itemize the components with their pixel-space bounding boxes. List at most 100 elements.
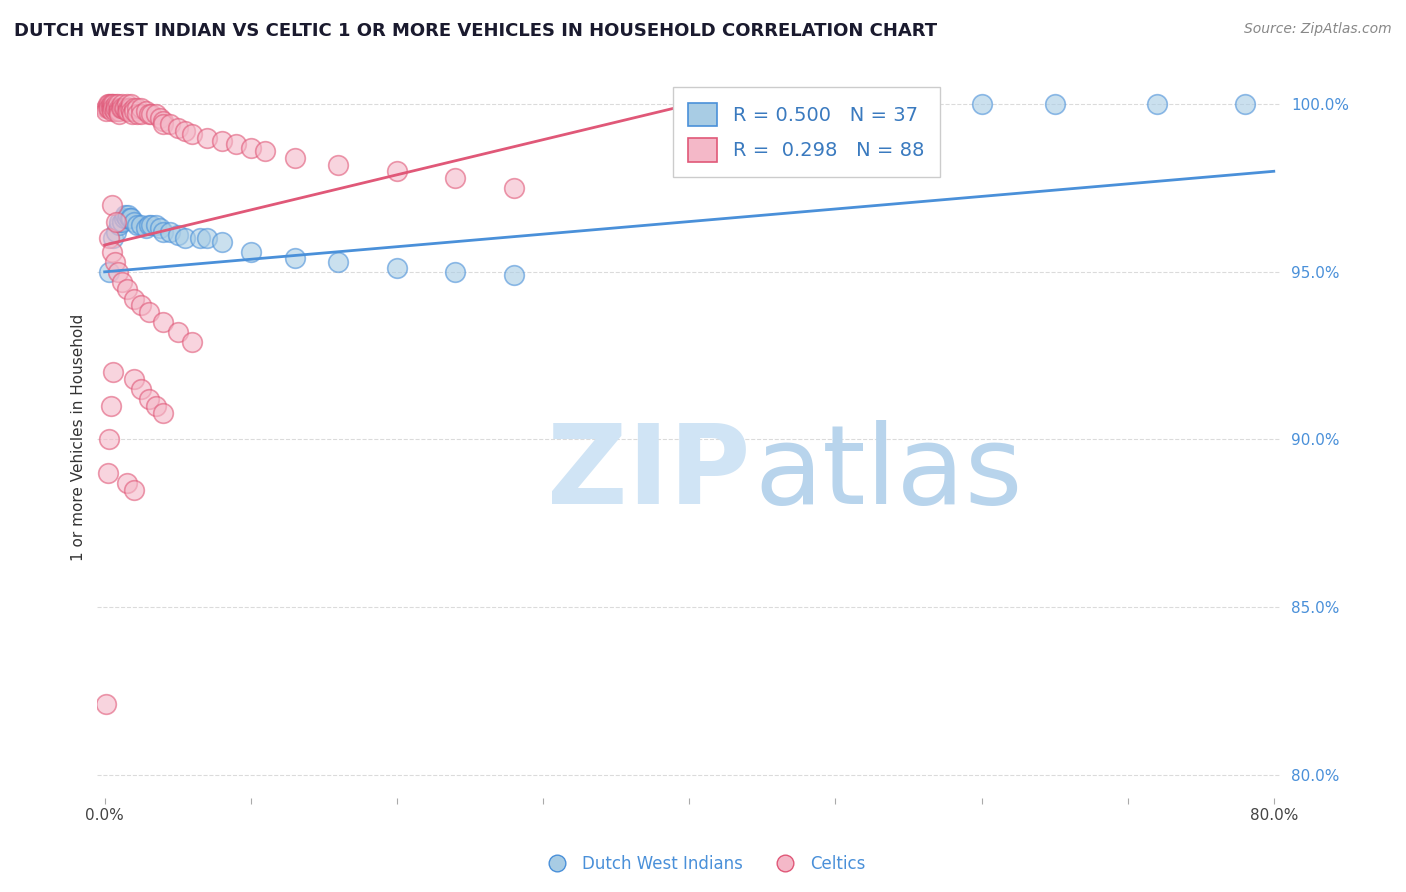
Point (152, 117, 174, 131)
Point (111, 214, 134, 228)
Point (385, 164, 408, 178)
Point (239, 141, 262, 155)
Point (108, 103, 131, 118)
Point (328, 254, 350, 268)
Point (115, 97, 138, 112)
Point (239, 244, 262, 259)
Point (97, 101, 120, 115)
Point (100, 399, 122, 413)
Point (149, 221, 172, 235)
Point (195, 130, 218, 145)
Point (225, 137, 247, 152)
Text: atlas: atlas (755, 420, 1022, 527)
Point (284, 151, 307, 165)
Point (115, 475, 138, 490)
Point (98, 101, 121, 115)
Point (138, 305, 160, 319)
Text: DUTCH WEST INDIAN VS CELTIC 1 OR MORE VEHICLES IN HOUSEHOLD CORRELATION CHART: DUTCH WEST INDIAN VS CELTIC 1 OR MORE VE… (14, 22, 938, 40)
Point (145, 399, 167, 413)
Point (104, 101, 127, 115)
Point (118, 101, 141, 115)
Point (502, 268, 524, 283)
Point (211, 235, 233, 249)
Point (98, 433, 121, 447)
Point (174, 231, 197, 245)
Point (135, 103, 157, 118)
Point (111, 275, 134, 289)
Point (138, 392, 160, 407)
Point (1043, 97, 1066, 112)
Point (108, 218, 131, 232)
Point (129, 218, 152, 232)
Point (254, 144, 277, 158)
Point (502, 181, 524, 195)
Point (117, 101, 139, 115)
Point (152, 114, 174, 128)
Point (94, 101, 117, 115)
Point (138, 107, 160, 121)
Point (122, 292, 145, 306)
Point (120, 211, 142, 226)
Point (108, 107, 131, 121)
Point (105, 214, 128, 228)
Point (100, 101, 122, 115)
Point (104, 103, 127, 118)
Point (122, 372, 145, 386)
Point (135, 221, 157, 235)
Point (101, 103, 124, 118)
Point (188, 231, 211, 245)
Point (100, 97, 122, 112)
Text: ZIP: ZIP (547, 420, 751, 527)
Point (149, 111, 172, 125)
Point (166, 120, 188, 135)
Point (181, 335, 204, 350)
Point (97, 97, 120, 112)
Point (115, 103, 138, 118)
Point (125, 107, 148, 121)
Point (94, 697, 117, 711)
Legend: R = 0.500   N = 37, R =  0.298   N = 88: R = 0.500 N = 37, R = 0.298 N = 88 (672, 87, 941, 178)
Point (129, 107, 152, 121)
Point (122, 214, 145, 228)
Point (105, 97, 128, 112)
Point (105, 225, 128, 239)
Point (98, 97, 121, 112)
Point (122, 101, 145, 115)
Point (444, 265, 467, 279)
Text: Source: ZipAtlas.com: Source: ZipAtlas.com (1244, 22, 1392, 37)
Y-axis label: 1 or more Vehicles in Household: 1 or more Vehicles in Household (72, 314, 86, 561)
Point (141, 107, 163, 121)
Point (141, 218, 163, 232)
Point (159, 117, 181, 131)
Point (98, 231, 121, 245)
Point (152, 406, 174, 420)
Point (103, 101, 125, 115)
Point (101, 97, 124, 112)
Point (101, 101, 124, 115)
Point (107, 103, 129, 118)
Point (98, 265, 121, 279)
Point (108, 101, 131, 115)
Point (125, 101, 148, 115)
Point (385, 261, 408, 276)
Point (166, 325, 188, 339)
Point (120, 97, 142, 112)
Point (970, 97, 993, 112)
Point (103, 365, 125, 379)
Point (145, 218, 167, 232)
Point (108, 214, 131, 228)
Point (94, 103, 117, 118)
Point (129, 101, 152, 115)
Point (121, 107, 143, 121)
Point (111, 97, 134, 112)
Point (118, 211, 141, 226)
Point (122, 103, 145, 118)
Point (110, 101, 132, 115)
Point (138, 218, 160, 232)
Point (105, 101, 128, 115)
Point (114, 101, 136, 115)
Point (1233, 97, 1256, 112)
Point (328, 158, 350, 172)
Point (166, 227, 188, 242)
Point (117, 103, 139, 118)
